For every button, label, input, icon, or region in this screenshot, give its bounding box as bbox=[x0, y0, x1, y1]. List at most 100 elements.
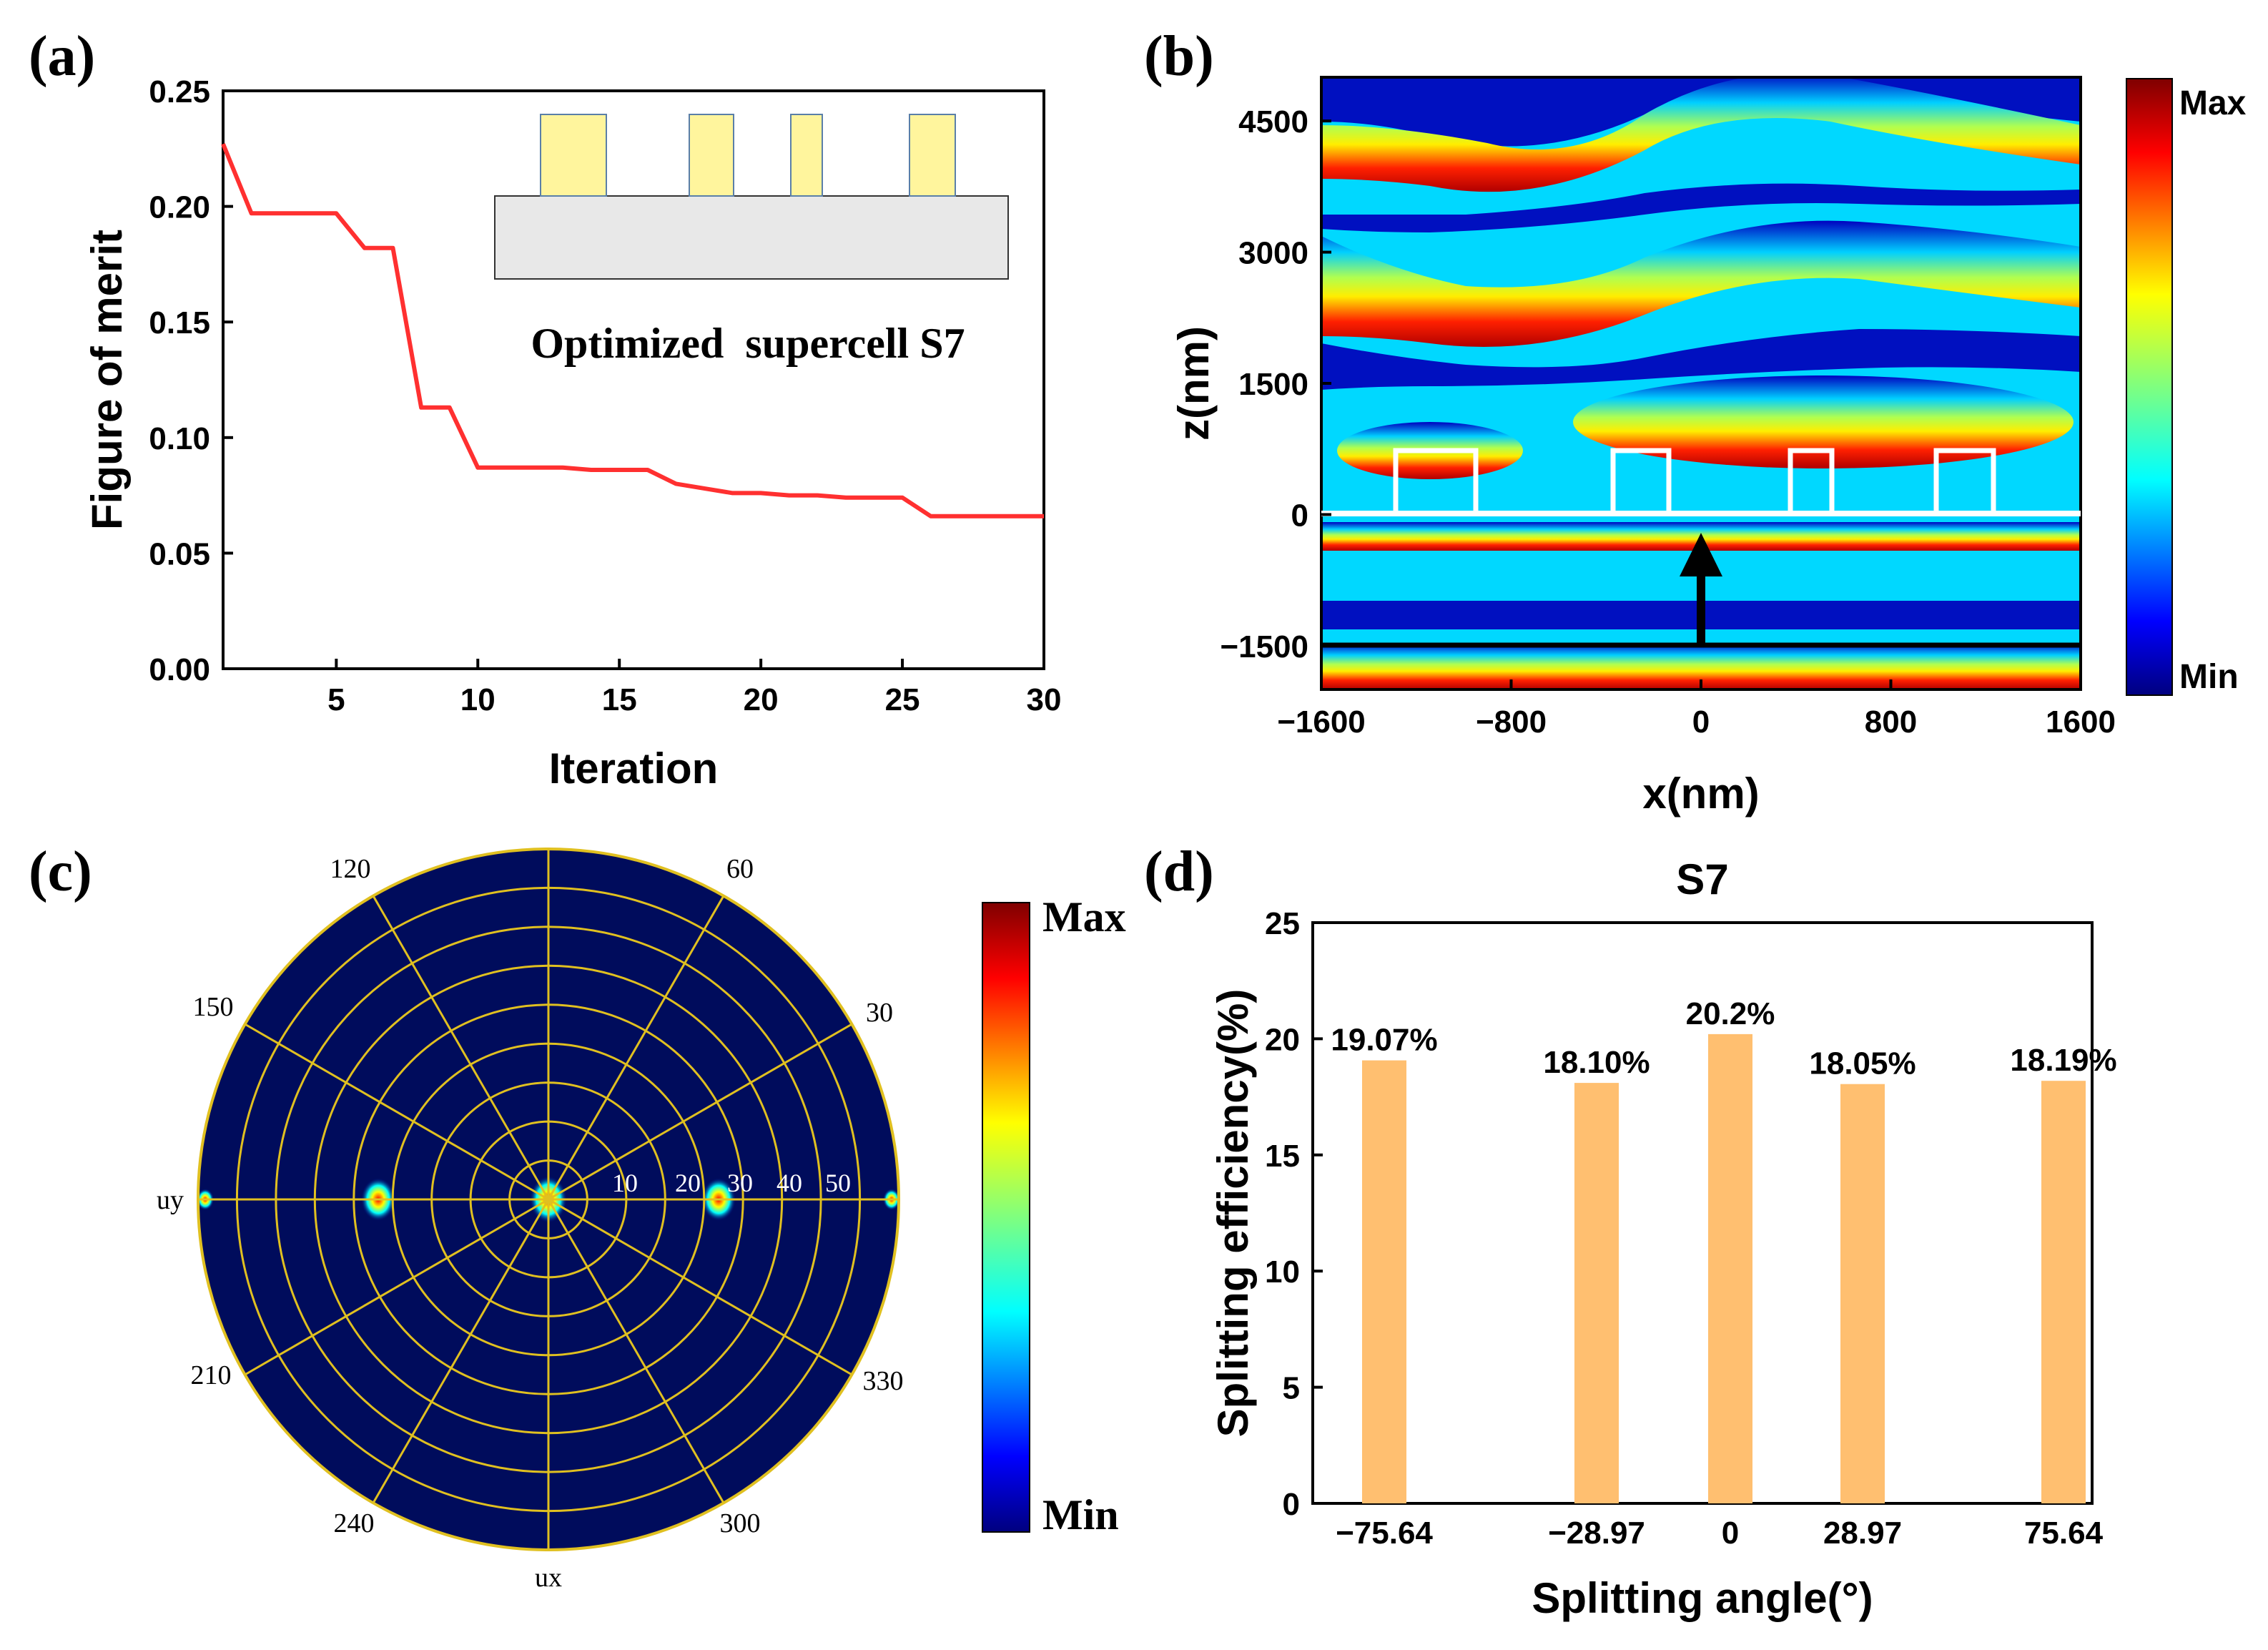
x-tick-label: −1600 bbox=[1277, 704, 1366, 740]
y-tick-label: 0.05 bbox=[149, 536, 210, 571]
y-tick-label: −1500 bbox=[1220, 629, 1308, 664]
angle-label: 120 bbox=[330, 854, 371, 884]
inset-pillar-3 bbox=[790, 114, 823, 197]
inset-pillar-1 bbox=[540, 114, 607, 197]
efficiency-bar bbox=[1574, 1083, 1619, 1503]
panel-d-plot-frame bbox=[1311, 921, 2094, 1505]
x-tick-label: −28.97 bbox=[1548, 1516, 1645, 1551]
supercell-inset: Optimized supercell S7 bbox=[494, 114, 1009, 367]
x-tick-label: 15 bbox=[602, 682, 637, 717]
panel-c-colorbar-max: Max bbox=[1042, 893, 1126, 941]
angle-label: 300 bbox=[720, 1508, 761, 1538]
panel-b: (b) −1600 −800 0 800 1600 −1500 bbox=[1144, 25, 2247, 817]
y-tick-label: 4500 bbox=[1238, 104, 1308, 139]
x-tick-label: 30 bbox=[1027, 682, 1062, 717]
panel-d-title: S7 bbox=[1676, 855, 1728, 903]
bar-value-label: 20.2% bbox=[1686, 996, 1775, 1031]
y-tick-label: 20 bbox=[1265, 1022, 1300, 1057]
angle-label: 60 bbox=[726, 854, 754, 884]
metasurface-outline bbox=[1321, 448, 2081, 648]
polar-spoke bbox=[244, 1023, 853, 1376]
x-tick-label: −75.64 bbox=[1336, 1516, 1433, 1551]
panel-d: (d) S7 0 5 10 15 20 25 −75.64 −28.97 0 28.97 75.64… bbox=[1144, 840, 2117, 1622]
y-tick-label: 0.25 bbox=[149, 74, 210, 109]
ux-axis-label: ux bbox=[535, 1563, 562, 1593]
panel-c-label: (c) bbox=[29, 840, 92, 903]
x-tick-label: 0 bbox=[1692, 704, 1710, 740]
panel-d-xlabel: Splitting angle(°) bbox=[1532, 1574, 1873, 1622]
panel-d-label: (d) bbox=[1144, 840, 1214, 903]
inset-pillar-2 bbox=[689, 114, 734, 197]
x-tick-label: −800 bbox=[1476, 704, 1547, 740]
panel-a: (a) 5 10 15 20 25 300.000.050.100.150.200.25 … bbox=[29, 25, 1061, 792]
bar-value-label: 18.19% bbox=[2010, 1043, 2116, 1078]
panel-a-plot-frame bbox=[222, 89, 1045, 670]
angle-label: 30 bbox=[866, 998, 893, 1028]
y-tick-label: 5 bbox=[1283, 1371, 1300, 1406]
panel-b-ticks: −1600 −800 0 800 1600 −1500 0 1500 3000 4500 bbox=[1220, 104, 2116, 740]
y-tick-label: 25 bbox=[1265, 906, 1300, 941]
bar-value-label: 19.07% bbox=[1331, 1023, 1437, 1058]
field-band bbox=[1321, 77, 2081, 192]
inset-pillar-4 bbox=[909, 114, 956, 197]
panel-a-series bbox=[221, 143, 1044, 519]
pillar-outline bbox=[1610, 448, 1672, 514]
y-tick-label: 0.10 bbox=[149, 421, 210, 456]
x-tick-label: 1600 bbox=[2046, 704, 2116, 740]
angle-label: 330 bbox=[863, 1366, 904, 1396]
panel-a-ticks: 5 10 15 20 25 30 0.00 0.05 0.10 0.15 0.20 0.25 bbox=[149, 74, 1061, 717]
x-tick-label: 28.97 bbox=[1823, 1516, 1902, 1551]
polar-grid bbox=[197, 848, 900, 1551]
pillar-outline bbox=[1393, 448, 1479, 514]
panel-b-colorbar-max: Max bbox=[2179, 84, 2247, 122]
figure-of-merit-line bbox=[221, 143, 1044, 519]
x-tick-label: 5 bbox=[327, 682, 345, 717]
ring-label: 20 bbox=[675, 1169, 701, 1197]
panel-b-ylabel: z(nm) bbox=[1170, 326, 1218, 441]
efficiency-bar bbox=[1708, 1033, 1752, 1503]
x-tick-label: 20 bbox=[744, 682, 779, 717]
panel-b-label: (b) bbox=[1144, 25, 1214, 88]
angle-label: 150 bbox=[193, 992, 234, 1022]
efficiency-bar bbox=[2041, 1081, 2086, 1503]
efficiency-bar bbox=[1362, 1060, 1406, 1503]
panel-d-ylabel: Splitting efficiency(%) bbox=[1209, 989, 1257, 1438]
bar-value-label: 18.05% bbox=[1809, 1046, 1916, 1081]
x-tick-label: 75.64 bbox=[2024, 1516, 2104, 1551]
y-tick-label: 1500 bbox=[1238, 367, 1308, 402]
y-tick-label: 0 bbox=[1291, 498, 1308, 533]
y-tick-label: 3000 bbox=[1238, 236, 1308, 271]
panel-b-colorbar-min: Min bbox=[2179, 658, 2239, 696]
x-tick-label: 800 bbox=[1865, 704, 1917, 740]
bar-value-label: 18.10% bbox=[1543, 1045, 1650, 1080]
pillar-outline bbox=[1788, 448, 1835, 514]
field-band bbox=[1573, 375, 2074, 468]
angle-label: 210 bbox=[191, 1360, 232, 1390]
y-tick-label: 15 bbox=[1265, 1139, 1300, 1174]
panel-d-ticks: 0 5 10 15 20 25 −75.64 −28.97 0 28.97 75.64 bbox=[1265, 906, 2104, 1551]
ring-label: 40 bbox=[776, 1169, 802, 1197]
panel-a-ylabel: Figure of merit bbox=[83, 230, 131, 530]
field-band bbox=[1321, 329, 2081, 390]
inset-substrate bbox=[494, 195, 1009, 280]
y-tick-label: 0.00 bbox=[149, 652, 210, 687]
x-tick-label: 0 bbox=[1722, 1516, 1739, 1551]
y-tick-label: 0.15 bbox=[149, 305, 210, 340]
angle-label: 240 bbox=[334, 1508, 375, 1538]
panel-a-xlabel: Iteration bbox=[549, 745, 719, 792]
panel-c: (c) 60 30 120 150 210 240 300 330 10 20 30 40 50 uy ux… bbox=[29, 840, 1126, 1593]
inset-caption: Optimized supercell S7 bbox=[531, 320, 965, 367]
x-tick-label: 25 bbox=[885, 682, 920, 717]
field-band bbox=[1321, 183, 2081, 232]
y-tick-label: 0.20 bbox=[149, 190, 210, 225]
panel-d-bars: 19.07% 18.10% 20.2% 18.05% 18.19% bbox=[1331, 996, 2117, 1503]
polar-labels: 60 30 120 150 210 240 300 330 10 20 30 40 50 uy ux bbox=[157, 854, 904, 1593]
y-tick-label: 0 bbox=[1283, 1487, 1300, 1522]
incident-arrow-head bbox=[1680, 533, 1722, 576]
field-band bbox=[1321, 220, 2081, 347]
panel-a-label: (a) bbox=[29, 25, 95, 88]
efficiency-bar bbox=[1840, 1084, 1885, 1503]
panel-b-colorbar bbox=[2126, 78, 2173, 696]
ring-label: 30 bbox=[727, 1169, 753, 1197]
